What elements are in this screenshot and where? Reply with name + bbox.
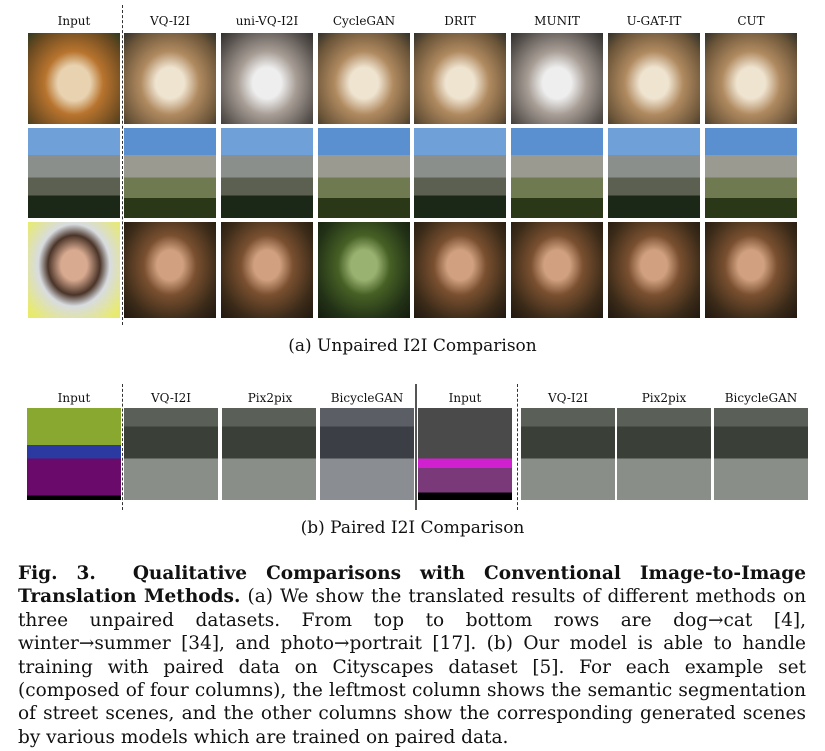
summer-result-image (705, 128, 797, 218)
summer-result-image (318, 128, 410, 218)
summer-result-image (511, 128, 603, 218)
cat-result-image (414, 33, 506, 124)
portrait-result-image (124, 222, 216, 318)
figure-label: Fig. 3. (18, 563, 96, 584)
column-label: Input (57, 14, 91, 28)
column-label: uni-VQ-I2I (235, 14, 299, 28)
column-label: Pix2pix (641, 391, 687, 405)
portrait-result-image (511, 222, 603, 318)
dashed-divider (517, 384, 518, 510)
column-label: CycleGAN (332, 14, 396, 28)
column-label: BicycleGAN (330, 391, 404, 405)
figure-caption: Fig. 3. Qualitative Comparisons with Con… (18, 562, 806, 749)
segmentation-input-image (27, 408, 121, 500)
column-label: BicycleGAN (724, 391, 798, 405)
segmentation-input-image (418, 408, 512, 500)
column-label: DRIT (444, 14, 476, 28)
column-label: Input (448, 391, 482, 405)
portrait-result-image (221, 222, 313, 318)
column-label: VQ-I2I (547, 391, 589, 405)
summer-result-image (414, 128, 506, 218)
cat-result-image (124, 33, 216, 124)
summer-result-image (124, 128, 216, 218)
street-result-image (617, 408, 711, 500)
summer-result-image (608, 128, 700, 218)
street-result-image (521, 408, 615, 500)
street-result-image (124, 408, 218, 500)
winter-input-image (28, 128, 120, 218)
cat-result-image (705, 33, 797, 124)
subfigure-caption-b: (b) Paired I2I Comparison (300, 518, 525, 538)
column-label: U-GAT-IT (626, 14, 682, 28)
column-label: VQ-I2I (150, 391, 192, 405)
subfigure-caption-a: (a) Unpaired I2I Comparison (288, 336, 537, 356)
street-result-image (714, 408, 808, 500)
figure-title: Qualitative Comparisons with Conventiona… (18, 563, 806, 608)
summer-result-image (221, 128, 313, 218)
cat-result-image (608, 33, 700, 124)
portrait-result-image (318, 222, 410, 318)
column-label: CUT (737, 14, 765, 28)
cat-result-image (318, 33, 410, 124)
dashed-divider (122, 5, 123, 325)
column-label: Input (57, 391, 91, 405)
portrait-result-image (414, 222, 506, 318)
street-result-image (222, 408, 316, 500)
figure-caption-body: (a) We show the translated results of di… (18, 586, 806, 748)
column-label: MUNIT (534, 14, 580, 28)
photo-input-image (28, 222, 120, 318)
column-label: Pix2pix (247, 391, 293, 405)
column-label: VQ-I2I (149, 14, 191, 28)
portrait-result-image (705, 222, 797, 318)
dashed-divider (122, 384, 123, 510)
cat-result-image (221, 33, 313, 124)
set-divider (415, 384, 417, 510)
portrait-result-image (608, 222, 700, 318)
dog-input-image (28, 33, 120, 124)
street-result-image (320, 408, 414, 500)
cat-result-image (511, 33, 603, 124)
